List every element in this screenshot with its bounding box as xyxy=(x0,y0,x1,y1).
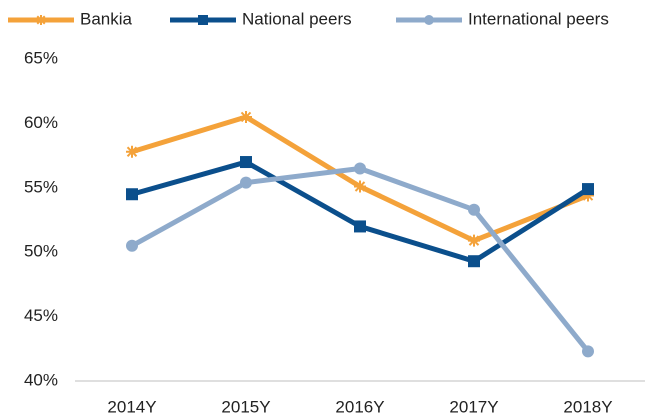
marker xyxy=(468,255,480,268)
legend-label: Bankia xyxy=(80,9,133,28)
marker xyxy=(198,15,208,25)
y-tick-label: 40% xyxy=(24,370,58,389)
series-line xyxy=(131,159,590,264)
marker xyxy=(468,203,480,216)
y-tick-label: 65% xyxy=(24,48,58,67)
marker xyxy=(582,189,594,202)
marker xyxy=(468,234,480,247)
marker xyxy=(240,110,252,123)
x-tick-label: 2016Y xyxy=(335,397,384,416)
x-tick-label: 2017Y xyxy=(449,397,498,416)
y-tick-label: 50% xyxy=(24,242,58,261)
series-line xyxy=(130,165,590,353)
marker xyxy=(354,180,366,193)
marker xyxy=(126,239,138,252)
marker xyxy=(36,15,46,25)
y-tick-label: 55% xyxy=(24,177,58,196)
marker xyxy=(354,162,366,175)
marker xyxy=(126,145,138,158)
marker xyxy=(354,220,366,233)
marker xyxy=(424,15,434,25)
x-tick-label: 2015Y xyxy=(221,397,270,416)
marker xyxy=(240,156,252,169)
y-tick-label: 60% xyxy=(24,113,58,132)
x-tick-label: 2018Y xyxy=(563,397,612,416)
x-tick-label: 2014Y xyxy=(107,397,156,416)
marker xyxy=(582,345,594,358)
marker xyxy=(126,188,138,201)
legend-label: International peers xyxy=(468,9,609,28)
marker xyxy=(582,183,594,196)
legend-label: National peers xyxy=(242,9,352,28)
y-tick-label: 45% xyxy=(24,306,58,325)
marker xyxy=(240,176,252,189)
